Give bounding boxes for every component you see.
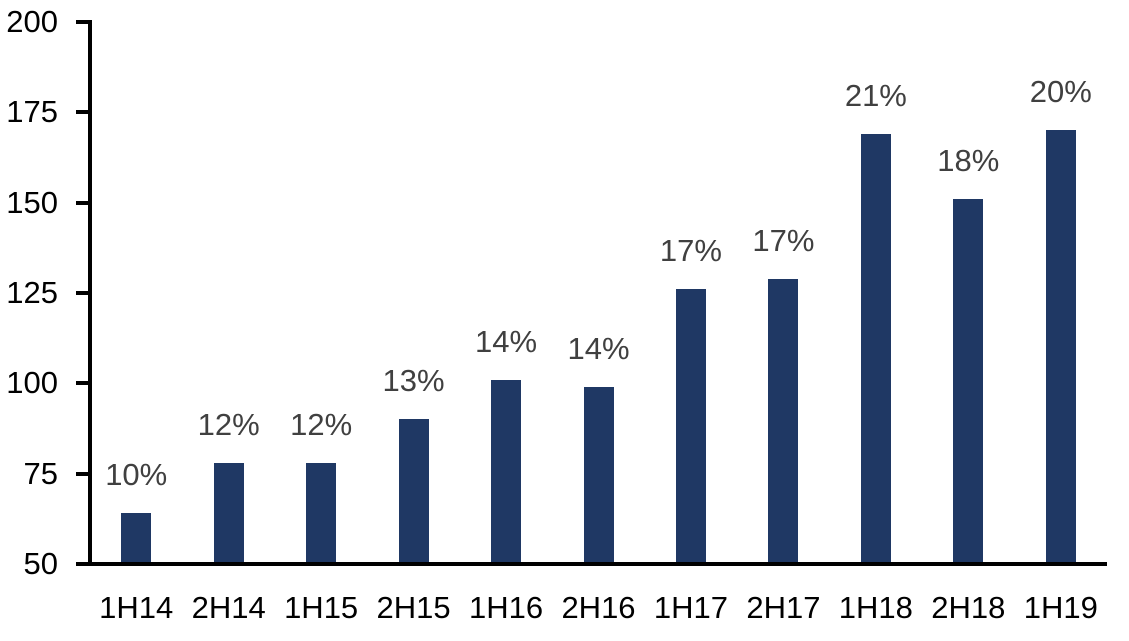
data-label-2h18: 18%	[937, 143, 1000, 179]
y-axis-tick	[76, 291, 88, 295]
y-axis-tick	[76, 200, 88, 205]
data-label-2h17: 17%	[752, 222, 815, 258]
bar-1h14	[121, 513, 152, 564]
bar-1h17	[675, 289, 706, 564]
y-axis-tick-label: 125	[6, 275, 58, 310]
y-axis-tick-label: 150	[6, 184, 58, 220]
y-axis-tick-label: 200	[6, 4, 58, 39]
bar-2h14	[213, 462, 244, 564]
bar-1h19	[1045, 130, 1076, 564]
y-axis-tick-label: 75	[23, 455, 58, 491]
y-axis-line	[88, 20, 92, 566]
x-axis-label-2h18: 2H18	[931, 590, 1006, 625]
data-label-1h16: 14%	[475, 323, 538, 359]
data-label-1h18: 21%	[844, 78, 907, 113]
data-label-1h19: 20%	[1029, 74, 1092, 110]
bar-2h16	[583, 386, 614, 564]
x-axis-label-1h16: 1H16	[468, 590, 544, 625]
data-label-1h15: 12%	[290, 406, 353, 442]
x-axis-label-2h17: 2H17	[746, 590, 821, 625]
y-axis-tick	[76, 471, 88, 476]
data-label-1h17: 17%	[659, 233, 722, 269]
x-axis-label-2h14: 2H14	[191, 590, 266, 625]
data-label-1h14: 10%	[105, 457, 168, 493]
y-axis-tick	[76, 381, 88, 386]
bar-2h18	[953, 199, 984, 564]
bar-1h18	[860, 134, 891, 564]
data-label-2h16: 14%	[567, 330, 630, 366]
x-axis-line	[88, 562, 1107, 566]
y-axis-tick	[76, 110, 88, 115]
x-axis-label-2h16: 2H16	[561, 590, 636, 625]
y-axis-tick	[76, 562, 88, 566]
x-axis-label-1h15: 1H15	[284, 590, 359, 625]
bar-1h16	[491, 379, 522, 564]
x-axis-label-1h19: 1H19	[1023, 590, 1098, 625]
bar-1h15	[306, 462, 337, 564]
y-axis-tick-label: 100	[6, 365, 58, 401]
bar-2h15	[398, 419, 429, 564]
x-axis-label-2h15: 2H15	[376, 590, 451, 625]
y-axis-tick	[76, 20, 88, 24]
bar-2h17	[768, 278, 799, 564]
y-axis-tick-label: 175	[6, 94, 58, 130]
data-label-2h14: 12%	[197, 406, 260, 442]
x-axis-label-1h17: 1H17	[653, 590, 728, 625]
x-axis-label-1h18: 1H18	[838, 590, 913, 625]
data-label-2h15: 13%	[382, 363, 445, 399]
y-axis-tick-label: 50	[23, 546, 58, 581]
x-axis-label-1h14: 1H14	[99, 590, 174, 625]
